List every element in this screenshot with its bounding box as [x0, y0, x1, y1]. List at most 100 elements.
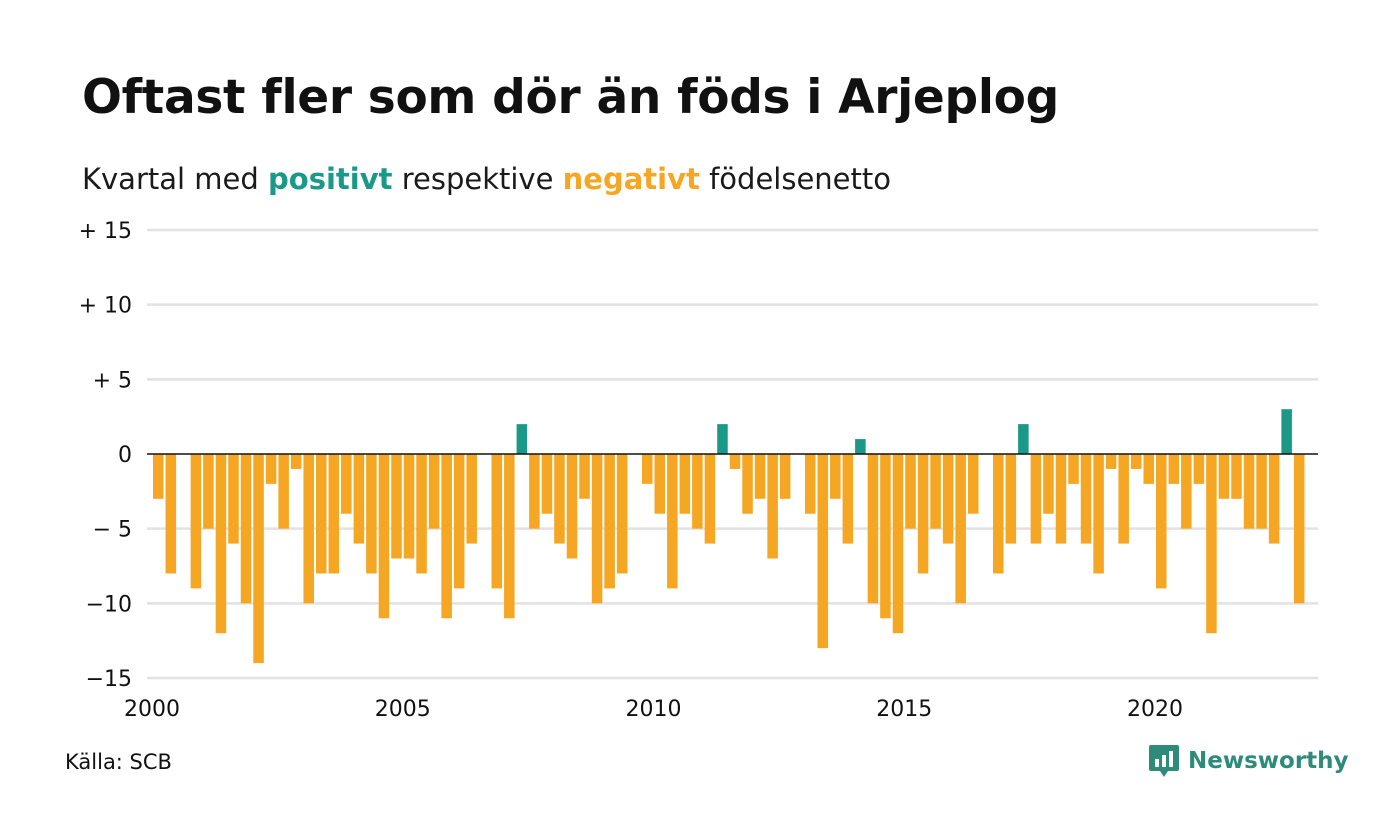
logo-text: Newsworthy [1188, 748, 1349, 774]
bar [328, 454, 340, 574]
bar [240, 454, 252, 604]
bar [353, 454, 365, 544]
bar [1268, 454, 1280, 544]
bar [855, 439, 866, 454]
bar [529, 454, 540, 529]
bar [1293, 454, 1305, 604]
y-tick-label: 0 [118, 443, 132, 468]
subtitle-suffix: födelsenetto [709, 162, 891, 196]
newsworthy-logo: Newsworthy [1148, 744, 1349, 778]
y-axis-tick-labels: + 15 + 10 + 5 0 − 5 −10 −15 [79, 219, 132, 692]
bar [1143, 454, 1155, 484]
bar [1206, 454, 1217, 634]
bar [554, 454, 565, 544]
y-tick-label: + 10 [79, 294, 132, 319]
chart-subtitle: Kvartal med positivt respektive negativt… [82, 162, 891, 196]
x-tick-label: 2020 [1127, 697, 1183, 722]
bar [190, 454, 202, 589]
y-tick-label: −15 [86, 667, 132, 692]
bar [654, 454, 666, 514]
bar [616, 454, 628, 574]
bar [917, 454, 929, 574]
bar [942, 454, 954, 544]
x-tick-label: 2015 [876, 697, 932, 722]
bar [1080, 454, 1092, 544]
y-tick-label: + 5 [93, 368, 132, 393]
bar [842, 454, 854, 544]
bar [215, 454, 227, 634]
bar [641, 454, 653, 484]
bar [754, 454, 766, 499]
bar [967, 454, 979, 514]
bar [1043, 454, 1054, 514]
bar [867, 454, 879, 604]
bar [742, 454, 753, 514]
bar [1156, 454, 1167, 589]
x-axis-tick-labels: 2000 2005 2010 2015 2020 [124, 697, 1183, 722]
subtitle-negative: negativt [562, 162, 700, 196]
y-tick-label: −10 [86, 592, 132, 617]
bar [1256, 454, 1267, 529]
bar [491, 454, 503, 589]
bar [441, 454, 452, 619]
x-tick-label: 2005 [375, 697, 431, 722]
bar [428, 454, 440, 529]
bar [516, 424, 528, 454]
bar [667, 454, 678, 589]
bar [729, 454, 741, 469]
bar [579, 454, 590, 499]
bar [1168, 454, 1180, 484]
bar [453, 454, 465, 589]
bar [153, 454, 164, 499]
bar [930, 454, 941, 529]
bar [391, 454, 402, 559]
bar [1105, 454, 1117, 469]
bar [403, 454, 415, 559]
bar [203, 454, 214, 529]
bar [1243, 454, 1255, 529]
bar [779, 454, 791, 499]
bar [1130, 454, 1142, 469]
bar [315, 454, 327, 574]
y-tick-label: − 5 [93, 518, 132, 543]
chart-title: Oftast fler som dör än föds i Arjeplog [82, 70, 1060, 125]
bar [265, 454, 277, 484]
bar [880, 454, 891, 619]
source-note: Källa: SCB [65, 750, 172, 774]
bar [165, 454, 177, 574]
bar [366, 454, 377, 574]
y-tick-label: + 15 [79, 219, 132, 244]
bar [692, 454, 703, 529]
bar [290, 454, 302, 469]
bar [253, 454, 264, 664]
bar [466, 454, 477, 544]
bar-chart: + 15+ 10+ 50− 5−10−15 2000 2005 2010 2015 20… [79, 219, 1318, 722]
subtitle-positive: positivt [268, 162, 393, 196]
bar [1005, 454, 1017, 544]
bar [817, 454, 829, 649]
bar [541, 454, 553, 514]
bar [228, 454, 239, 544]
bar [1093, 454, 1104, 574]
bar [591, 454, 603, 604]
bar [1030, 454, 1042, 544]
bar [1118, 454, 1129, 544]
bar [604, 454, 615, 589]
bar [341, 454, 352, 514]
bar [416, 454, 427, 574]
bar [704, 454, 716, 544]
bar [504, 454, 515, 619]
bars [153, 409, 1305, 664]
bar [830, 454, 841, 499]
bar [278, 454, 289, 529]
bar [378, 454, 390, 619]
bar [303, 454, 314, 604]
x-tick-label: 2000 [124, 697, 180, 722]
bar [892, 454, 904, 634]
x-tick-label: 2010 [626, 697, 682, 722]
bar [767, 454, 778, 559]
bar [1218, 454, 1230, 499]
newsworthy-chart-icon [1149, 745, 1179, 777]
subtitle-prefix: Kvartal med [82, 162, 259, 196]
bar [1068, 454, 1079, 484]
